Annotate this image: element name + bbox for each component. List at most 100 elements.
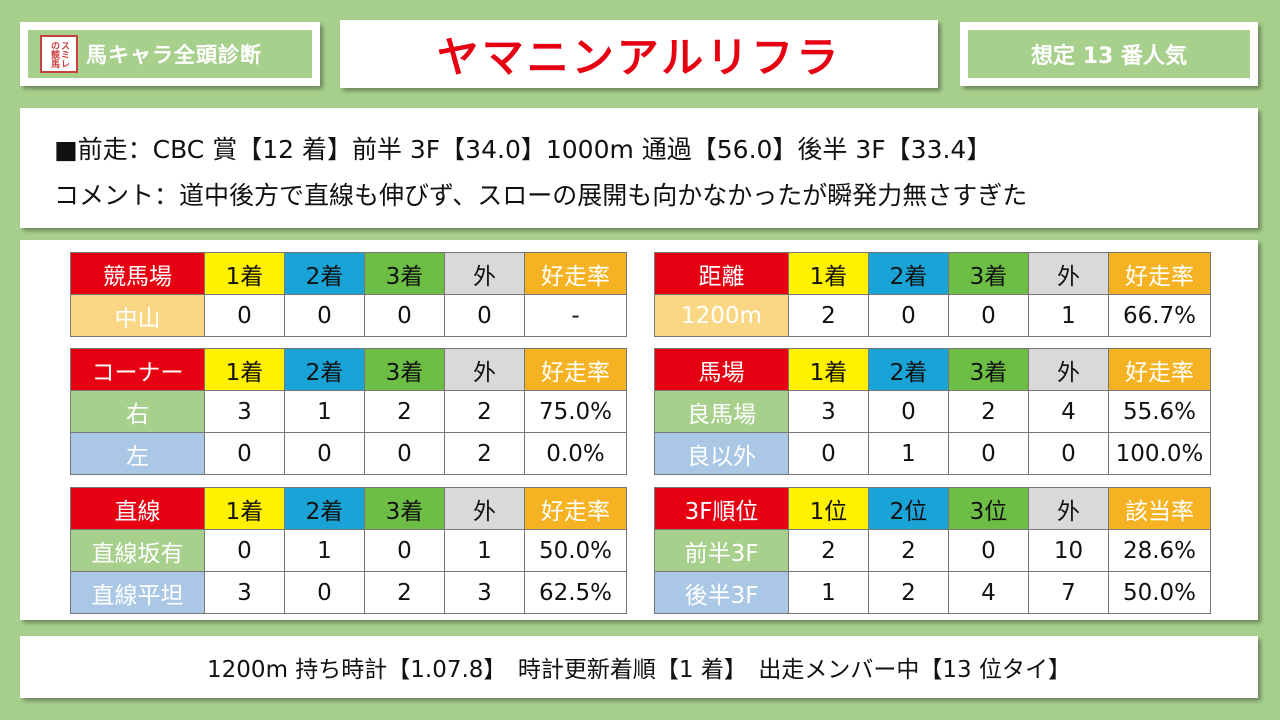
header-cell: 好走率 bbox=[524, 252, 627, 295]
header-cell: 1着 bbox=[204, 487, 285, 530]
table-cell: 0 bbox=[204, 294, 285, 337]
site-logo: スミレの競馬 bbox=[40, 35, 78, 73]
table-cell: 1 bbox=[868, 432, 949, 475]
header-cell: 2着 bbox=[284, 487, 365, 530]
table-cell: 2 bbox=[364, 390, 445, 433]
header-cell: 好走率 bbox=[524, 348, 627, 391]
header-cell: 好走率 bbox=[1108, 348, 1211, 391]
3f-rank-table: 3F順位 1位 2位 3位 外 該当率 前半3F 2 2 0 10 28.6% … bbox=[654, 487, 1211, 614]
header-cell: 外 bbox=[1028, 348, 1109, 391]
table-cell: 66.7% bbox=[1108, 294, 1211, 337]
horse-name: ヤマニンアルリフラ bbox=[436, 32, 842, 82]
time-summary-panel: 1200m 持ち時計【1.07.8】 時計更新着順【1 着】 出走メンバー中【1… bbox=[20, 636, 1258, 698]
row-label: 中山 bbox=[70, 294, 205, 337]
header-cell: 1着 bbox=[204, 348, 285, 391]
table-cell: 55.6% bbox=[1108, 390, 1211, 433]
table-cell: 3 bbox=[204, 390, 285, 433]
header-cell: 3着 bbox=[364, 348, 445, 391]
table-cell: 0 bbox=[284, 432, 365, 475]
table-cell: 0 bbox=[364, 432, 445, 475]
table-cell: 3 bbox=[788, 390, 869, 433]
header-cell: 好走率 bbox=[524, 487, 627, 530]
table-cell: 7 bbox=[1028, 571, 1109, 614]
course-table: 競馬場 1着 2着 3着 外 好走率 中山 0 0 0 0 - bbox=[70, 252, 627, 337]
track-condition-table: 馬場 1着 2着 3着 外 好走率 良馬場 3 0 2 4 55.6% 良以外 … bbox=[654, 348, 1211, 475]
table-row: 直線坂有 0 1 0 1 50.0% bbox=[70, 529, 627, 572]
header-cell: 距離 bbox=[654, 252, 789, 295]
table-header-row: 馬場 1着 2着 3着 外 好走率 bbox=[654, 348, 1211, 391]
table-cell: 2 bbox=[364, 571, 445, 614]
table-cell: 0 bbox=[364, 529, 445, 572]
table-cell: 0 bbox=[948, 432, 1029, 475]
row-label: 1200m bbox=[654, 294, 789, 337]
table-cell: 0 bbox=[204, 432, 285, 475]
header-cell: 外 bbox=[1028, 487, 1109, 530]
row-label: 右 bbox=[70, 390, 205, 433]
header-cell: 2着 bbox=[284, 348, 365, 391]
table-cell: 0 bbox=[1028, 432, 1109, 475]
row-label: 左 bbox=[70, 432, 205, 475]
table-row: 左 0 0 0 2 0.0% bbox=[70, 432, 627, 475]
table-row: 良以外 0 1 0 0 100.0% bbox=[654, 432, 1211, 475]
header-cell: 好走率 bbox=[1108, 252, 1211, 295]
popularity-label: 想定 13 番人気 bbox=[968, 30, 1250, 78]
table-cell: 0 bbox=[868, 294, 949, 337]
table-cell: 0 bbox=[284, 294, 365, 337]
header-cell: 競馬場 bbox=[70, 252, 205, 295]
header-cell: 1位 bbox=[788, 487, 869, 530]
corner-table: コーナー 1着 2着 3着 外 好走率 右 3 1 2 2 75.0% 左 0 … bbox=[70, 348, 627, 475]
table-row: 直線平坦 3 0 2 3 62.5% bbox=[70, 571, 627, 614]
table-header-row: 直線 1着 2着 3着 外 好走率 bbox=[70, 487, 627, 530]
table-row: 良馬場 3 0 2 4 55.6% bbox=[654, 390, 1211, 433]
row-label: 後半3F bbox=[654, 571, 789, 614]
header-cell: 外 bbox=[1028, 252, 1109, 295]
popularity-panel: 想定 13 番人気 bbox=[960, 22, 1258, 86]
table-cell: 2 bbox=[948, 390, 1029, 433]
table-cell: 3 bbox=[444, 571, 525, 614]
badge-inner: スミレの競馬 馬キャラ全頭診断 bbox=[28, 30, 312, 78]
header-cell: 3着 bbox=[364, 487, 445, 530]
table-cell: 2 bbox=[788, 529, 869, 572]
header-cell: 2着 bbox=[284, 252, 365, 295]
header-cell: 1着 bbox=[788, 252, 869, 295]
header-cell: 外 bbox=[444, 252, 525, 295]
table-cell: 28.6% bbox=[1108, 529, 1211, 572]
table-row: 1200m 2 0 0 1 66.7% bbox=[654, 294, 1211, 337]
table-cell: 75.0% bbox=[524, 390, 627, 433]
table-cell: 2 bbox=[868, 529, 949, 572]
straight-table: 直線 1着 2着 3着 外 好走率 直線坂有 0 1 0 1 50.0% 直線平… bbox=[70, 487, 627, 614]
table-cell: 2 bbox=[868, 571, 949, 614]
table-cell: 4 bbox=[948, 571, 1029, 614]
table-cell: 1 bbox=[1028, 294, 1109, 337]
table-cell: 2 bbox=[444, 390, 525, 433]
table-cell: 1 bbox=[788, 571, 869, 614]
table-row: 後半3F 1 2 4 7 50.0% bbox=[654, 571, 1211, 614]
table-cell: 3 bbox=[204, 571, 285, 614]
table-cell: 100.0% bbox=[1108, 432, 1211, 475]
table-header-row: 距離 1着 2着 3着 外 好走率 bbox=[654, 252, 1211, 295]
header-cell: 3着 bbox=[948, 252, 1029, 295]
table-cell: 0 bbox=[868, 390, 949, 433]
header-cell: 3位 bbox=[948, 487, 1029, 530]
table-row: 右 3 1 2 2 75.0% bbox=[70, 390, 627, 433]
table-cell: 2 bbox=[788, 294, 869, 337]
time-summary-text: 1200m 持ち時計【1.07.8】 時計更新着順【1 着】 出走メンバー中【1… bbox=[207, 657, 1071, 683]
header-cell: 3F順位 bbox=[654, 487, 789, 530]
header-cell: 2着 bbox=[868, 348, 949, 391]
header-cell: コーナー bbox=[70, 348, 205, 391]
table-cell: 0.0% bbox=[524, 432, 627, 475]
header-cell: 3着 bbox=[364, 252, 445, 295]
row-label: 直線坂有 bbox=[70, 529, 205, 572]
title-panel: ヤマニンアルリフラ bbox=[340, 20, 938, 88]
header-cell: 外 bbox=[444, 487, 525, 530]
table-row: 前半3F 2 2 0 10 28.6% bbox=[654, 529, 1211, 572]
header-cell: 2位 bbox=[868, 487, 949, 530]
table-cell: 0 bbox=[948, 294, 1029, 337]
row-label: 良馬場 bbox=[654, 390, 789, 433]
row-label: 良以外 bbox=[654, 432, 789, 475]
previous-race-line: ■前走：CBC 賞【12 着】前半 3F【34.0】1000m 通過【56.0】… bbox=[54, 135, 992, 164]
table-cell: 50.0% bbox=[1108, 571, 1211, 614]
badge-label: 馬キャラ全頭診断 bbox=[86, 43, 262, 67]
distance-table: 距離 1着 2着 3着 外 好走率 1200m 2 0 0 1 66.7% bbox=[654, 252, 1211, 337]
header-cell: 1着 bbox=[788, 348, 869, 391]
